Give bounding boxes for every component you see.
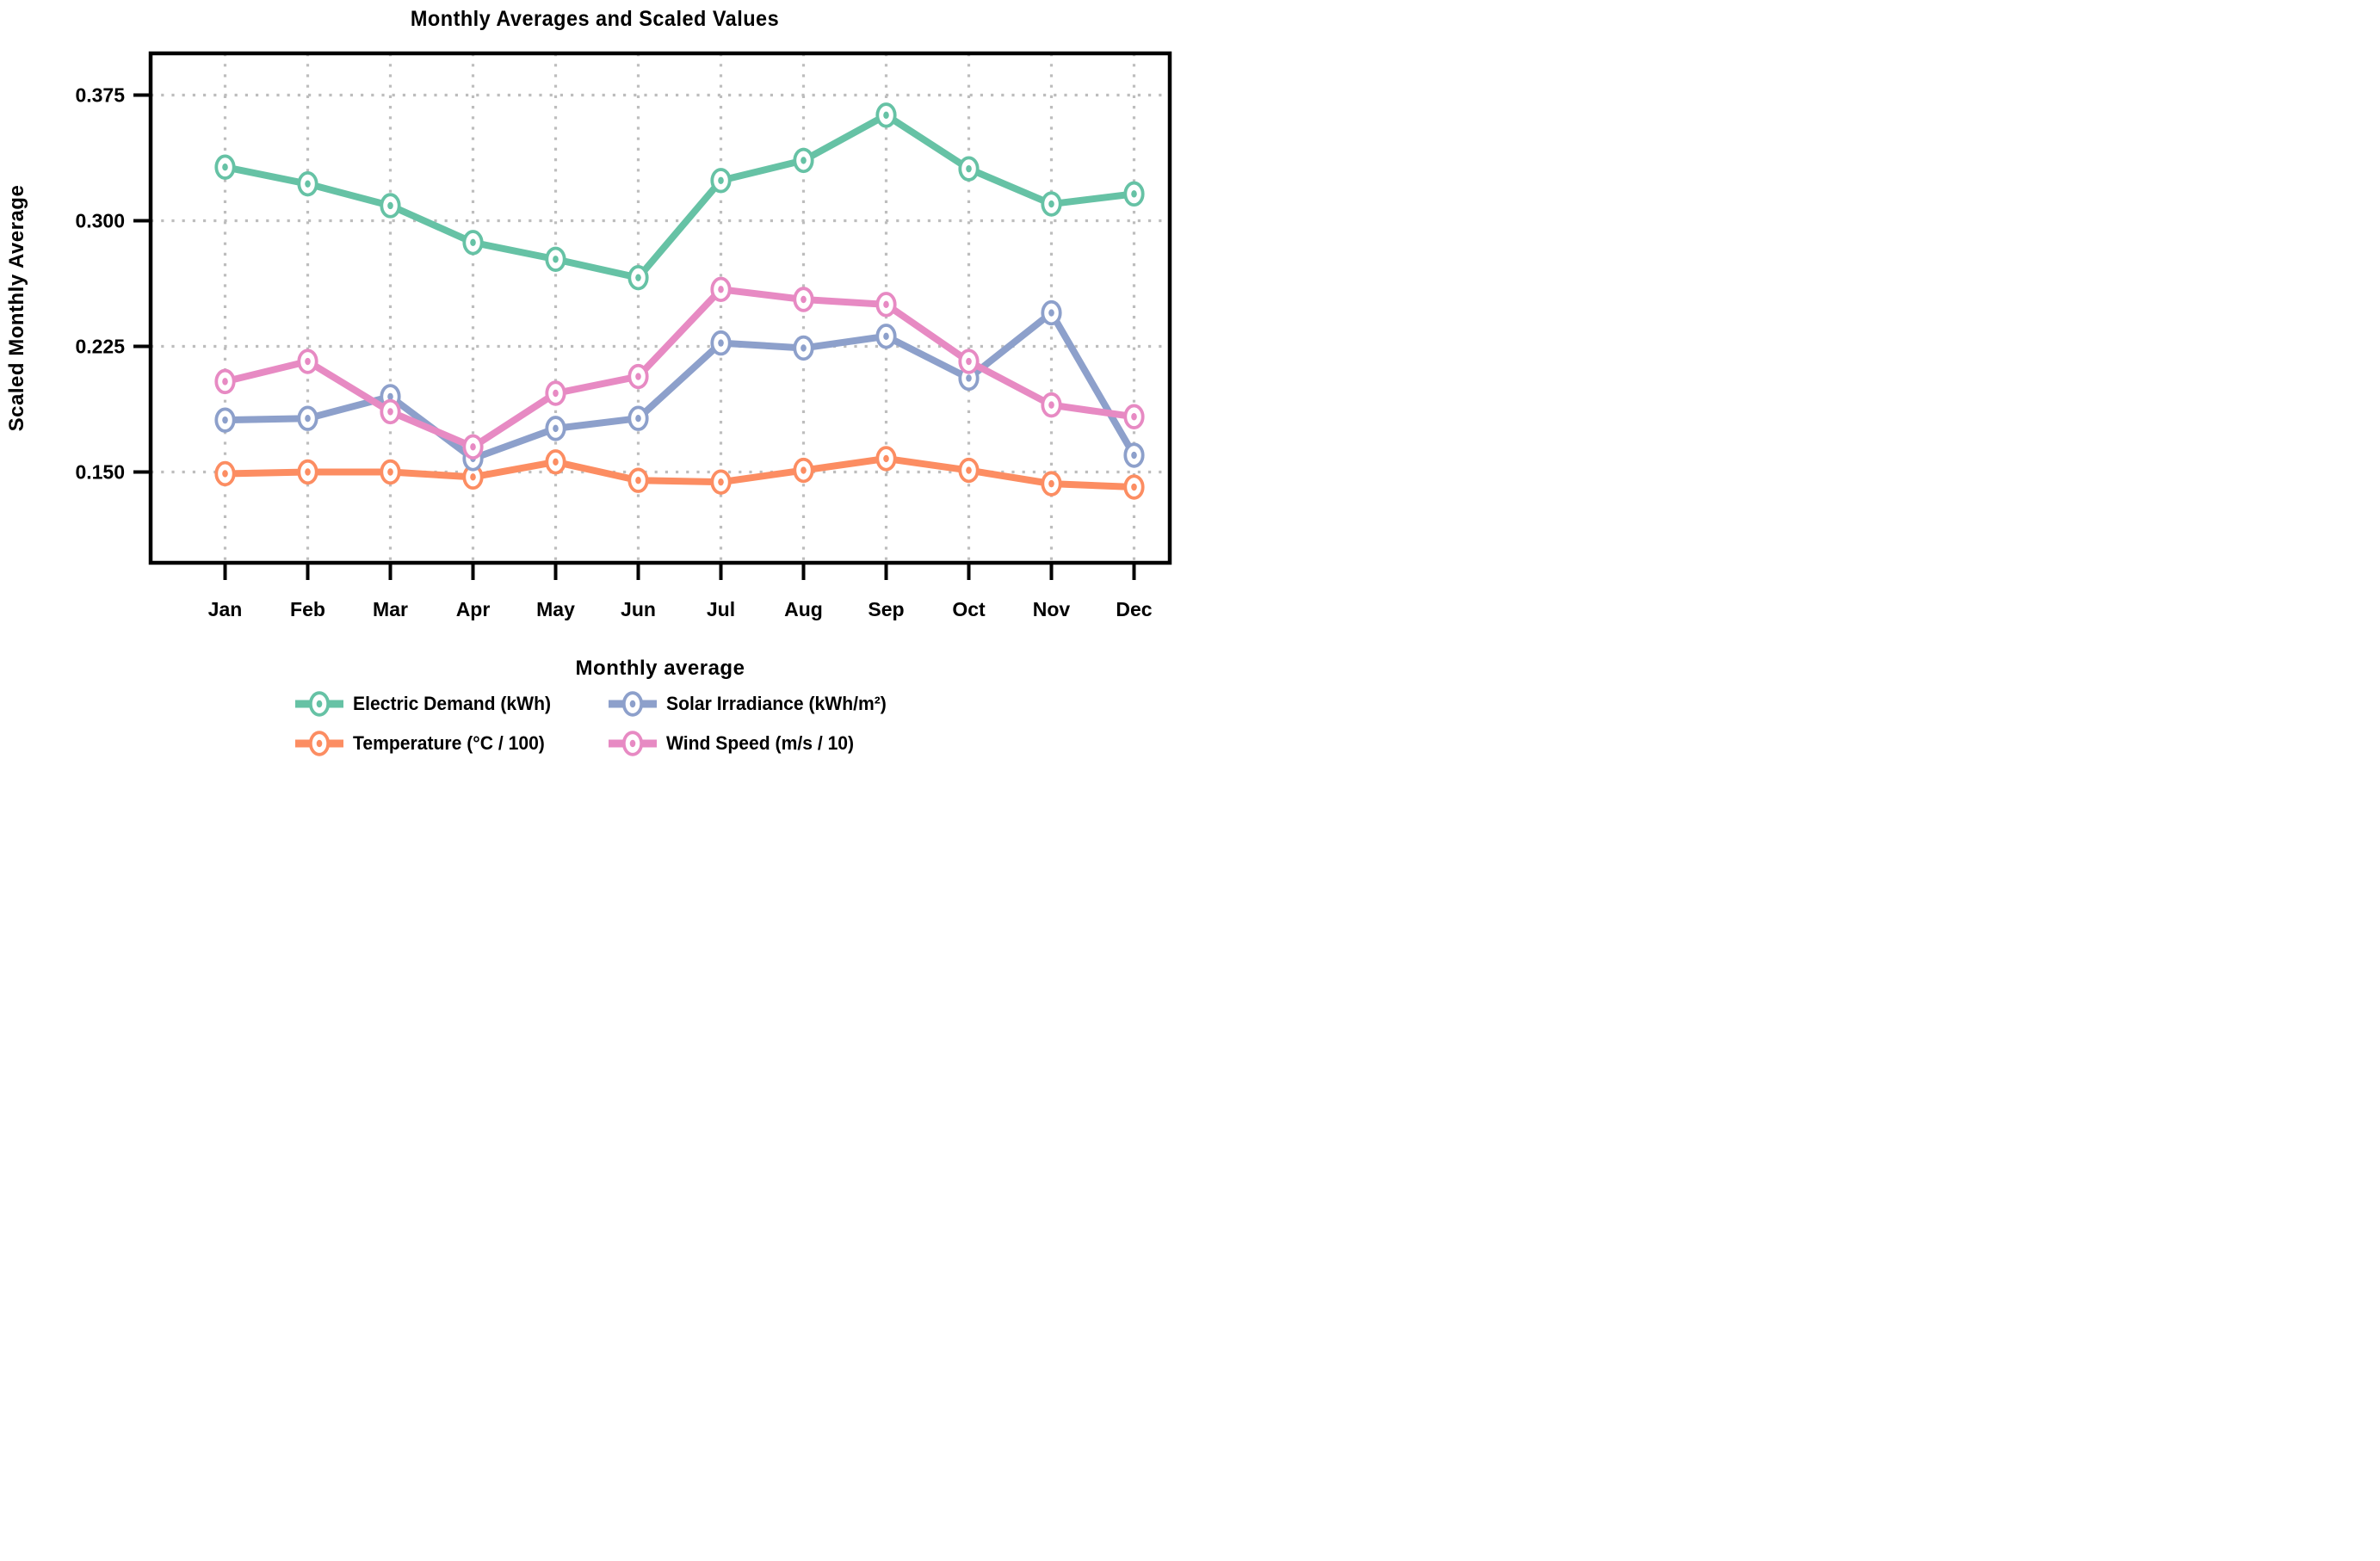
data-point-dot [1131, 190, 1137, 198]
data-point-dot [1131, 413, 1137, 421]
legend-item: Electric Demand (kWh) [294, 688, 559, 719]
data-point-dot [305, 415, 311, 423]
data-point-dot [553, 389, 559, 398]
series-line [224, 286, 1135, 451]
data-point-dot [966, 374, 972, 382]
legend-label: Solar Irradiance (kWh/m²) [665, 693, 887, 714]
legend-label: Wind Speed (m/s / 10) [665, 732, 854, 754]
data-point-dot [553, 256, 559, 263]
data-point-dot [801, 344, 807, 352]
legend-marker-icon [294, 691, 343, 717]
x-tick-label: Oct [952, 598, 986, 620]
y-tick-label: 0.150 [75, 461, 125, 484]
legend-item: Wind Speed (m/s / 10) [608, 728, 896, 759]
legend-marker-icon [294, 731, 343, 756]
y-tick-label: 0.375 [75, 84, 125, 107]
x-tick-label: Sep [868, 598, 904, 620]
data-point-dot [883, 332, 889, 341]
y-tick-label: 0.300 [75, 210, 125, 232]
data-point-dot [635, 415, 641, 423]
data-point-dot [553, 458, 559, 466]
data-point-dot [222, 378, 228, 386]
data-point-dot [222, 164, 228, 171]
data-point-dot [966, 466, 972, 474]
data-point-dot [470, 238, 476, 247]
data-point-dot [966, 357, 972, 366]
data-point-dot [1048, 200, 1054, 208]
data-point-dot [883, 454, 889, 463]
data-point-dot [305, 180, 311, 188]
x-tick-label: Apr [456, 598, 491, 620]
data-point-dot [1131, 451, 1137, 460]
data-point-dot [718, 478, 724, 486]
data-point-dot [470, 443, 476, 451]
data-point-dot [801, 295, 807, 304]
plot-area: Jan Feb Mar Apr May Jun Jul Aug Sep Oct Nov Dec 0.15… [75, 51, 1172, 620]
x-tick-label: Jul [707, 598, 735, 620]
x-axis-title: Monthly average [575, 657, 745, 680]
data-point-dot [1048, 309, 1054, 317]
chart-title: Monthly Averages and Scaled Values [410, 7, 780, 31]
legend-marker-icon [608, 691, 657, 717]
data-point-dot [222, 470, 228, 478]
data-point-dot [1131, 483, 1137, 491]
data-point-dot [635, 477, 641, 484]
data-point-dot [305, 468, 311, 476]
chart-figure: Monthly Averages and Scaled Values Scale… [0, 0, 1190, 780]
data-point-dot [718, 286, 724, 293]
x-tick-label: Nov [1033, 598, 1071, 620]
data-point-dot [387, 408, 393, 416]
data-point-dot [387, 468, 393, 476]
legend-item: Temperature (°C / 100) [294, 728, 559, 759]
legend-label: Electric Demand (kWh) [352, 693, 551, 714]
x-tick-label: Mar [373, 598, 408, 620]
axis-box [148, 51, 1172, 565]
data-point-dot [222, 416, 228, 424]
data-point-dot [801, 466, 807, 474]
data-point-dot [718, 176, 724, 184]
x-tick-label: May [536, 598, 575, 620]
data-point-dot [635, 274, 641, 281]
x-tick-label: Jan [208, 598, 243, 620]
data-point-dot [1048, 479, 1054, 488]
data-point-dot [801, 157, 807, 164]
series-line [224, 111, 1134, 281]
data-point-dot [883, 111, 889, 120]
legend-label: Temperature (°C / 100) [352, 732, 545, 754]
x-tick-label: Feb [290, 598, 325, 620]
data-point-dot [718, 339, 724, 347]
data-point-dot [387, 392, 393, 401]
data-point-dot [553, 424, 559, 433]
x-tick-label: Dec [1116, 598, 1152, 620]
legend: Electric Demand (kWh) Solar Irradiance (k… [0, 688, 1190, 759]
data-point-dot [1048, 401, 1054, 409]
data-point-dot [966, 164, 972, 173]
x-tick-label: Jun [621, 598, 656, 620]
data-point-dot [387, 201, 393, 210]
legend-item: Solar Irradiance (kWh/m²) [608, 688, 896, 719]
data-point-dot [470, 473, 476, 481]
legend-marker-icon [608, 731, 657, 756]
data-point-dot [883, 300, 889, 309]
data-point-dot [635, 373, 641, 380]
series-line [225, 454, 1134, 491]
y-tick-label: 0.225 [75, 336, 125, 358]
x-tick-label: Aug [784, 598, 823, 620]
data-point-dot [305, 357, 311, 366]
legend-grid: Electric Demand (kWh) Solar Irradiance (k… [294, 688, 895, 759]
